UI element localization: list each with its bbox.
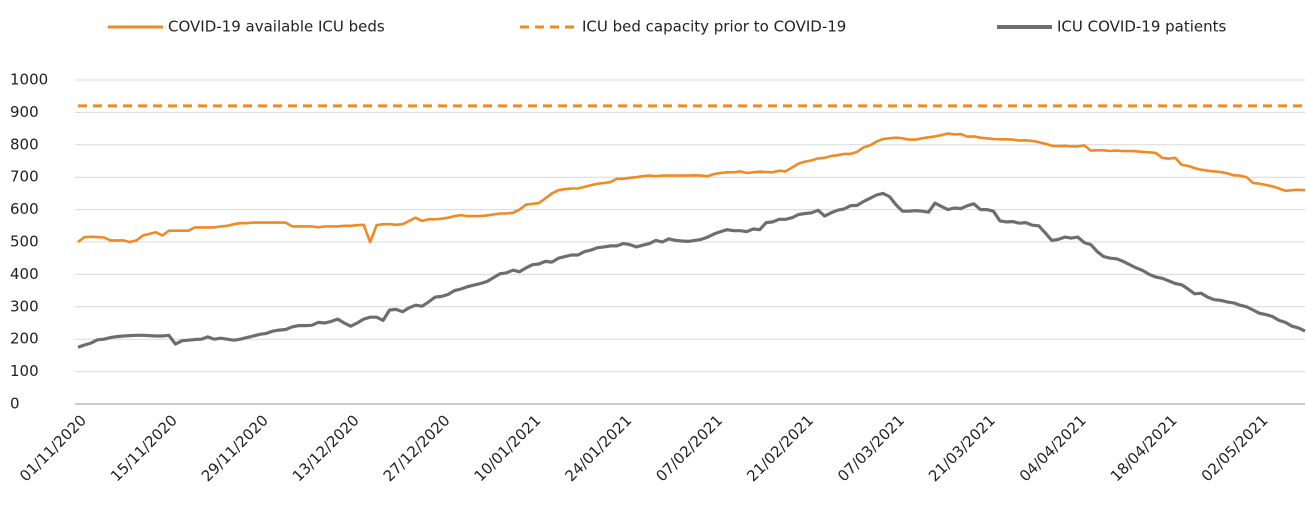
legend-label: ICU bed capacity prior to COVID-19 bbox=[582, 18, 846, 36]
x-tick-label: 01/11/2020 bbox=[16, 411, 90, 485]
legend-label: ICU COVID-19 patients bbox=[1057, 18, 1227, 36]
x-tick-label: 18/04/2021 bbox=[1107, 411, 1181, 485]
y-tick-label: 200 bbox=[10, 330, 39, 348]
x-tick-label: 13/12/2020 bbox=[289, 411, 363, 485]
x-tick-label: 02/05/2021 bbox=[1198, 411, 1272, 485]
y-tick-label: 1000 bbox=[10, 71, 48, 89]
x-tick-label: 07/02/2021 bbox=[652, 411, 726, 485]
y-tick-label: 700 bbox=[10, 168, 39, 186]
x-tick-label: 07/03/2021 bbox=[834, 411, 908, 485]
line-series bbox=[77, 191, 1306, 349]
x-tick-label: 15/11/2020 bbox=[107, 411, 181, 485]
y-tick-label: 0 bbox=[10, 395, 20, 413]
x-tick-label: 24/01/2021 bbox=[561, 411, 635, 485]
y-tick-label: 100 bbox=[10, 362, 39, 380]
y-tick-label: 800 bbox=[10, 135, 39, 153]
y-tick-label: 400 bbox=[10, 265, 39, 283]
x-tick-label: 04/04/2021 bbox=[1016, 411, 1090, 485]
x-tick-label: 10/01/2021 bbox=[471, 411, 545, 485]
x-tick-label: 29/11/2020 bbox=[198, 411, 272, 485]
x-tick-label: 21/02/2021 bbox=[743, 411, 817, 485]
line-series bbox=[77, 132, 1306, 244]
x-tick-label: 27/12/2020 bbox=[380, 411, 454, 485]
y-tick-label: 900 bbox=[10, 103, 39, 121]
y-tick-label: 500 bbox=[10, 233, 39, 251]
legend-label: COVID-19 available ICU beds bbox=[168, 18, 385, 36]
y-tick-label: 600 bbox=[10, 200, 39, 218]
y-tick-label: 300 bbox=[10, 297, 39, 315]
x-tick-label: 21/03/2021 bbox=[925, 411, 999, 485]
